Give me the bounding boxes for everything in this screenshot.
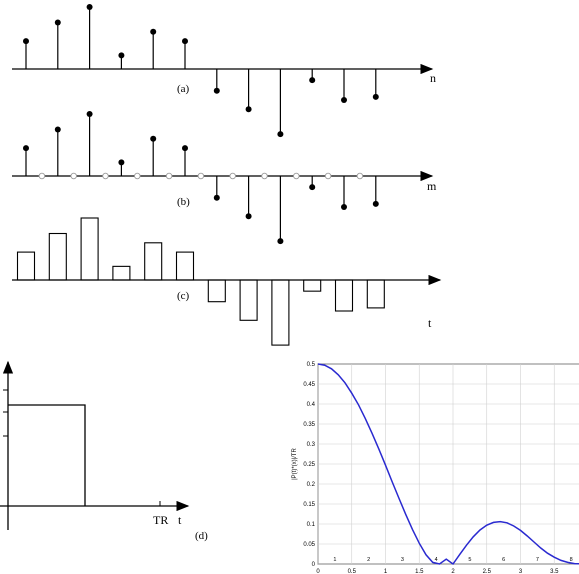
panel-b-upsampled-stem-plot: m (b)	[12, 111, 437, 245]
y-tick-label-5: 0.25	[303, 462, 315, 468]
band-label-4: 5	[468, 557, 471, 563]
panel-c-tag: (c)	[177, 290, 190, 302]
hold-bar-c-8	[271, 279, 290, 346]
stem-dot-b-10	[341, 204, 347, 210]
stem-dot-b-8	[277, 238, 284, 245]
chart-y-tick-labels: 0 0.05 0.1 0.15 0.2 0.25 0.3 0.35 0.4 0.45 0.5	[303, 362, 315, 568]
band-label-3: 4	[435, 557, 438, 563]
zero-sample-b-10	[356, 172, 364, 180]
stem-dot-b-3	[118, 159, 125, 166]
chart-series-line	[317, 363, 579, 566]
panel-a-stems	[23, 4, 379, 138]
magnitude-spectrum-chart: 0 0.05 0.1 0.15 0.2 0.25 0.3 0.35 0.4 0.45 0.5 0 0.…	[292, 362, 579, 574]
hold-bar-c-2	[80, 217, 99, 281]
stem-dot-b-6	[213, 194, 220, 201]
zero-sample-b-1	[70, 172, 77, 180]
panel-d-tag: (d)	[195, 530, 208, 542]
hold-bar-c-6	[207, 279, 226, 303]
panel-d-tr-label: TR	[153, 513, 168, 527]
panel-c-axis-label: t	[428, 316, 432, 330]
y-tick-label-3: 0.15	[303, 502, 315, 508]
y-tick-label-4: 0.2	[307, 482, 316, 488]
stem-dot-a-1	[54, 19, 61, 26]
x-tick-label-4: 2	[451, 569, 455, 574]
y-tick-label-7: 0.35	[303, 422, 315, 428]
stem-dot-a-3	[118, 52, 125, 59]
stem-dot-a-9	[309, 77, 316, 84]
hold-bar-c-0	[16, 251, 36, 281]
y-tick-label-8: 0.4	[307, 402, 316, 408]
hold-bar-c-5	[175, 251, 195, 281]
x-tick-label-3: 1.5	[415, 569, 424, 574]
hold-bar-c-3	[112, 265, 131, 281]
zero-sample-b-4	[165, 172, 173, 180]
chart-y-axis-label: |P(t)*(x)|/TR	[292, 447, 298, 479]
panel-d-pulse	[8, 404, 86, 506]
x-tick-label-5: 2.5	[483, 569, 492, 574]
panel-a-axis-label: n	[430, 71, 436, 85]
hold-bar-c-7	[239, 279, 258, 321]
stem-dot-a-0	[23, 38, 29, 45]
stem-dot-a-5	[182, 38, 188, 45]
panel-b-axis-label: m	[427, 179, 437, 193]
zero-sample-b-5	[197, 172, 205, 180]
zero-sample-b-2	[102, 172, 109, 180]
stem-dot-b-11	[372, 200, 379, 207]
hold-bar-c-4	[144, 242, 163, 281]
chart-band-labels: 1 2 3 4 5 6 7 8	[333, 557, 572, 563]
stem-dot-a-8	[277, 131, 284, 138]
stem-dot-b-2	[86, 111, 93, 117]
zero-sample-b-6	[229, 172, 236, 180]
zero-sample-b-8	[293, 172, 300, 180]
panel-a-tag: (a)	[177, 83, 190, 95]
stem-dot-a-4	[150, 28, 157, 35]
zero-sample-b-9	[324, 172, 332, 180]
stem-dot-b-5	[182, 145, 188, 152]
stem-dot-b-4	[150, 135, 157, 142]
stem-dot-b-0	[23, 145, 29, 152]
panel-d-pulse-plot: TR t (d)	[0, 360, 208, 542]
band-label-1: 2	[367, 557, 370, 563]
y-tick-label-10: 0.5	[307, 362, 316, 368]
stem-dot-a-10	[341, 97, 347, 103]
band-label-7: 8	[570, 557, 573, 563]
hold-bar-c-10	[334, 279, 354, 312]
panel-a-stem-plot: n (a)	[12, 4, 436, 138]
band-label-5: 6	[502, 557, 505, 563]
stem-dot-b-9	[309, 184, 316, 191]
stem-dot-a-6	[213, 87, 220, 94]
stem-dot-a-2	[86, 4, 93, 10]
x-tick-label-6: 3	[519, 569, 523, 574]
y-tick-label-0: 0	[312, 562, 316, 568]
band-label-6: 7	[536, 557, 539, 563]
panel-b-tag: (b)	[177, 196, 190, 208]
x-tick-label-0: 0	[316, 569, 320, 574]
stem-dot-a-7	[245, 106, 252, 113]
panel-b-stems	[23, 111, 379, 245]
y-tick-label-9: 0.45	[303, 382, 315, 388]
band-label-0: 1	[333, 557, 336, 563]
hold-bar-c-11	[366, 279, 385, 309]
x-tick-label-7: 3.5	[550, 569, 559, 574]
panel-d-t-label: t	[178, 513, 182, 527]
stem-dot-a-11	[372, 93, 379, 100]
zero-sample-b-7	[261, 172, 268, 180]
y-tick-label-1: 0.05	[303, 542, 315, 548]
band-label-2: 3	[401, 557, 404, 563]
x-tick-label-1: 0.5	[348, 569, 357, 574]
y-tick-label-2: 0.1	[307, 522, 316, 528]
zero-sample-b-3	[134, 172, 141, 180]
x-tick-label-2: 1	[384, 569, 388, 574]
chart-x-tick-labels: 00.511.522.533.54	[316, 569, 559, 574]
hold-bar-c-1	[48, 232, 67, 281]
panel-c-hold-plot: (c) t	[12, 217, 442, 346]
panel-c-bars	[16, 217, 385, 346]
stem-dot-b-1	[54, 126, 61, 133]
zero-sample-b-0	[38, 172, 46, 180]
stem-dot-b-7	[245, 213, 252, 220]
hold-bar-c-9	[303, 279, 322, 292]
y-tick-label-6: 0.3	[307, 442, 316, 448]
